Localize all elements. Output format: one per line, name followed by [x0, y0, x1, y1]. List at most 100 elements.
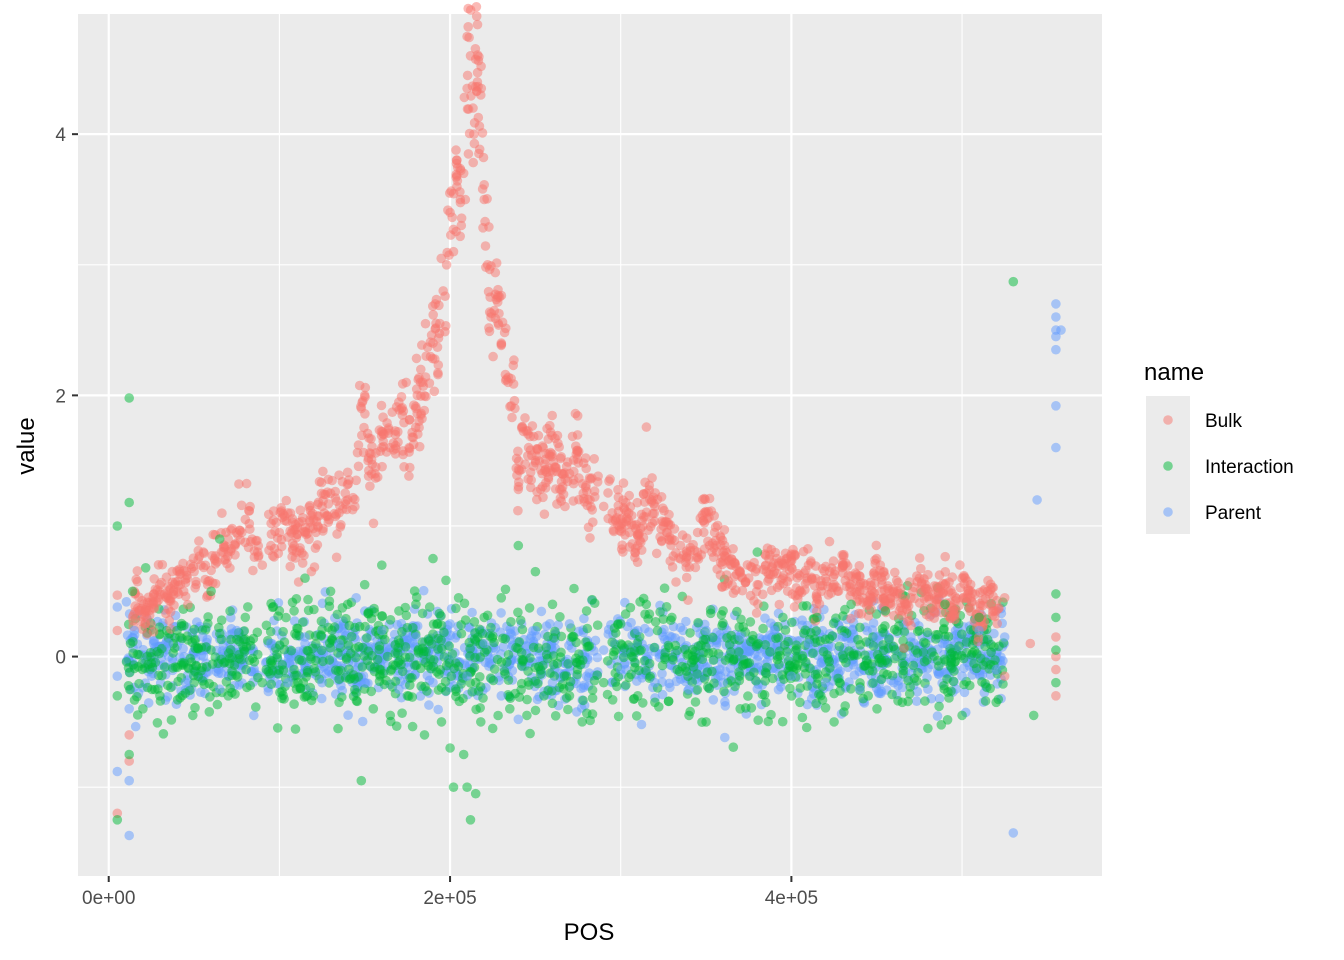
- point-parent-cloud: [959, 687, 970, 698]
- point-interaction-cloud: [954, 641, 964, 651]
- point-interaction-cloud: [340, 672, 351, 683]
- point-interaction: [667, 612, 677, 623]
- point-interaction-cloud: [805, 663, 815, 674]
- point-parent: [231, 625, 242, 636]
- point-interaction-cloud: [841, 657, 851, 668]
- point-interaction-cloud: [400, 652, 411, 662]
- point-interaction-cloud: [212, 699, 223, 710]
- point-interaction-cloud: [272, 723, 283, 733]
- legend: name Bulk Interaction Parent: [1144, 359, 1294, 534]
- point-interaction-cloud: [820, 703, 831, 713]
- point-interaction-cloud: [550, 626, 560, 637]
- point-interaction-cloud: [557, 679, 568, 690]
- point-interaction-cloud: [777, 670, 787, 680]
- point-bulk-cloud: [728, 588, 739, 598]
- point-interaction-cloud: [517, 655, 527, 665]
- point-bulk-cloud: [137, 595, 147, 606]
- point-bulk: [240, 514, 251, 525]
- point-bulk: [803, 560, 814, 570]
- point-bulk-cloud: [276, 541, 287, 552]
- point-interaction-cloud: [734, 647, 744, 657]
- point-parent-cloud: [708, 695, 719, 705]
- point-bulk-cloud: [547, 410, 557, 421]
- point-bulk-cloud: [451, 145, 461, 155]
- point-bulk-cloud: [420, 318, 431, 329]
- point-interaction-cloud: [555, 652, 566, 662]
- point-bulk: [557, 482, 568, 492]
- point-bulk: [325, 488, 336, 499]
- point-bulk: [237, 527, 247, 538]
- point-bulk-cloud: [316, 477, 327, 488]
- point-interaction-cloud: [762, 662, 772, 673]
- point-bulk-cloud: [671, 577, 681, 587]
- point-interaction-cloud: [966, 650, 977, 660]
- point-interaction-cloud: [918, 647, 929, 657]
- point-bulk-cloud: [919, 603, 930, 613]
- point-interaction: [957, 710, 967, 721]
- point-interaction-cloud: [357, 662, 368, 672]
- point-interaction: [334, 697, 344, 708]
- point-parent-cloud: [216, 668, 227, 679]
- point-interaction: [761, 697, 771, 708]
- point-bulk-cloud: [940, 551, 950, 562]
- point-interaction: [701, 717, 711, 727]
- point-interaction-cloud: [530, 705, 541, 716]
- point-interaction-cloud: [265, 669, 275, 679]
- point-interaction-cloud: [436, 635, 446, 646]
- point-interaction-cloud: [746, 703, 757, 713]
- point-interaction-cloud: [530, 662, 540, 673]
- point-bulk-cloud: [651, 548, 662, 559]
- point-interaction-cloud: [528, 642, 539, 653]
- point-interaction-cloud: [456, 679, 467, 689]
- point-parent-cloud: [657, 668, 667, 679]
- point-interaction-cloud: [278, 665, 289, 675]
- point-bulk-cloud: [332, 529, 342, 539]
- point-interaction: [436, 717, 447, 727]
- point-bulk: [778, 573, 788, 583]
- point-bulk: [701, 508, 711, 518]
- point-bulk-cloud: [478, 152, 489, 163]
- point-interaction-cloud: [242, 682, 252, 693]
- point-bulk: [544, 449, 554, 459]
- point-interaction-cloud: [567, 632, 577, 643]
- point-interaction-cloud: [292, 623, 302, 633]
- point-interaction-cloud: [325, 642, 336, 653]
- point-parent-cloud: [545, 619, 555, 629]
- point-interaction-cloud: [441, 575, 451, 586]
- point-bulk-cloud: [802, 576, 812, 586]
- point-bulk: [982, 586, 993, 597]
- point-bulk: [1051, 664, 1061, 675]
- point-bulk: [223, 534, 233, 544]
- point-interaction-cloud: [957, 629, 967, 639]
- point-parent: [889, 677, 899, 688]
- point-parent: [351, 593, 362, 603]
- point-interaction-cloud: [787, 617, 797, 628]
- point-bulk: [247, 534, 257, 544]
- point-parent: [906, 632, 916, 642]
- point-interaction-cloud: [717, 620, 727, 631]
- point-bulk-cloud: [619, 503, 629, 513]
- point-interaction-cloud: [680, 662, 691, 673]
- point-parent-cloud: [130, 721, 141, 732]
- point-bulk-cloud: [393, 437, 403, 448]
- x-tick-label: 2e+05: [423, 888, 476, 909]
- point-bulk-cloud: [511, 453, 522, 464]
- point-interaction-cloud: [894, 621, 904, 631]
- point-interaction-cloud: [692, 685, 703, 695]
- point-parent: [684, 684, 694, 694]
- point-interaction-cloud: [994, 641, 1004, 652]
- point-bulk-cloud: [507, 412, 517, 423]
- point-parent: [180, 677, 191, 688]
- point-bulk-cloud: [763, 576, 773, 586]
- point-bulk-cloud: [480, 241, 491, 251]
- point-interaction-cloud: [908, 660, 919, 671]
- point-bulk-cloud: [950, 596, 961, 606]
- point-interaction-cloud: [316, 631, 327, 641]
- point-interaction-cloud: [703, 682, 713, 692]
- point-parent-cloud: [571, 707, 582, 717]
- point-interaction: [735, 704, 745, 714]
- point-bulk-cloud: [178, 558, 188, 569]
- point-interaction-cloud: [474, 624, 485, 635]
- point-bulk-cloud: [287, 538, 298, 548]
- point-bulk-cloud: [789, 602, 800, 612]
